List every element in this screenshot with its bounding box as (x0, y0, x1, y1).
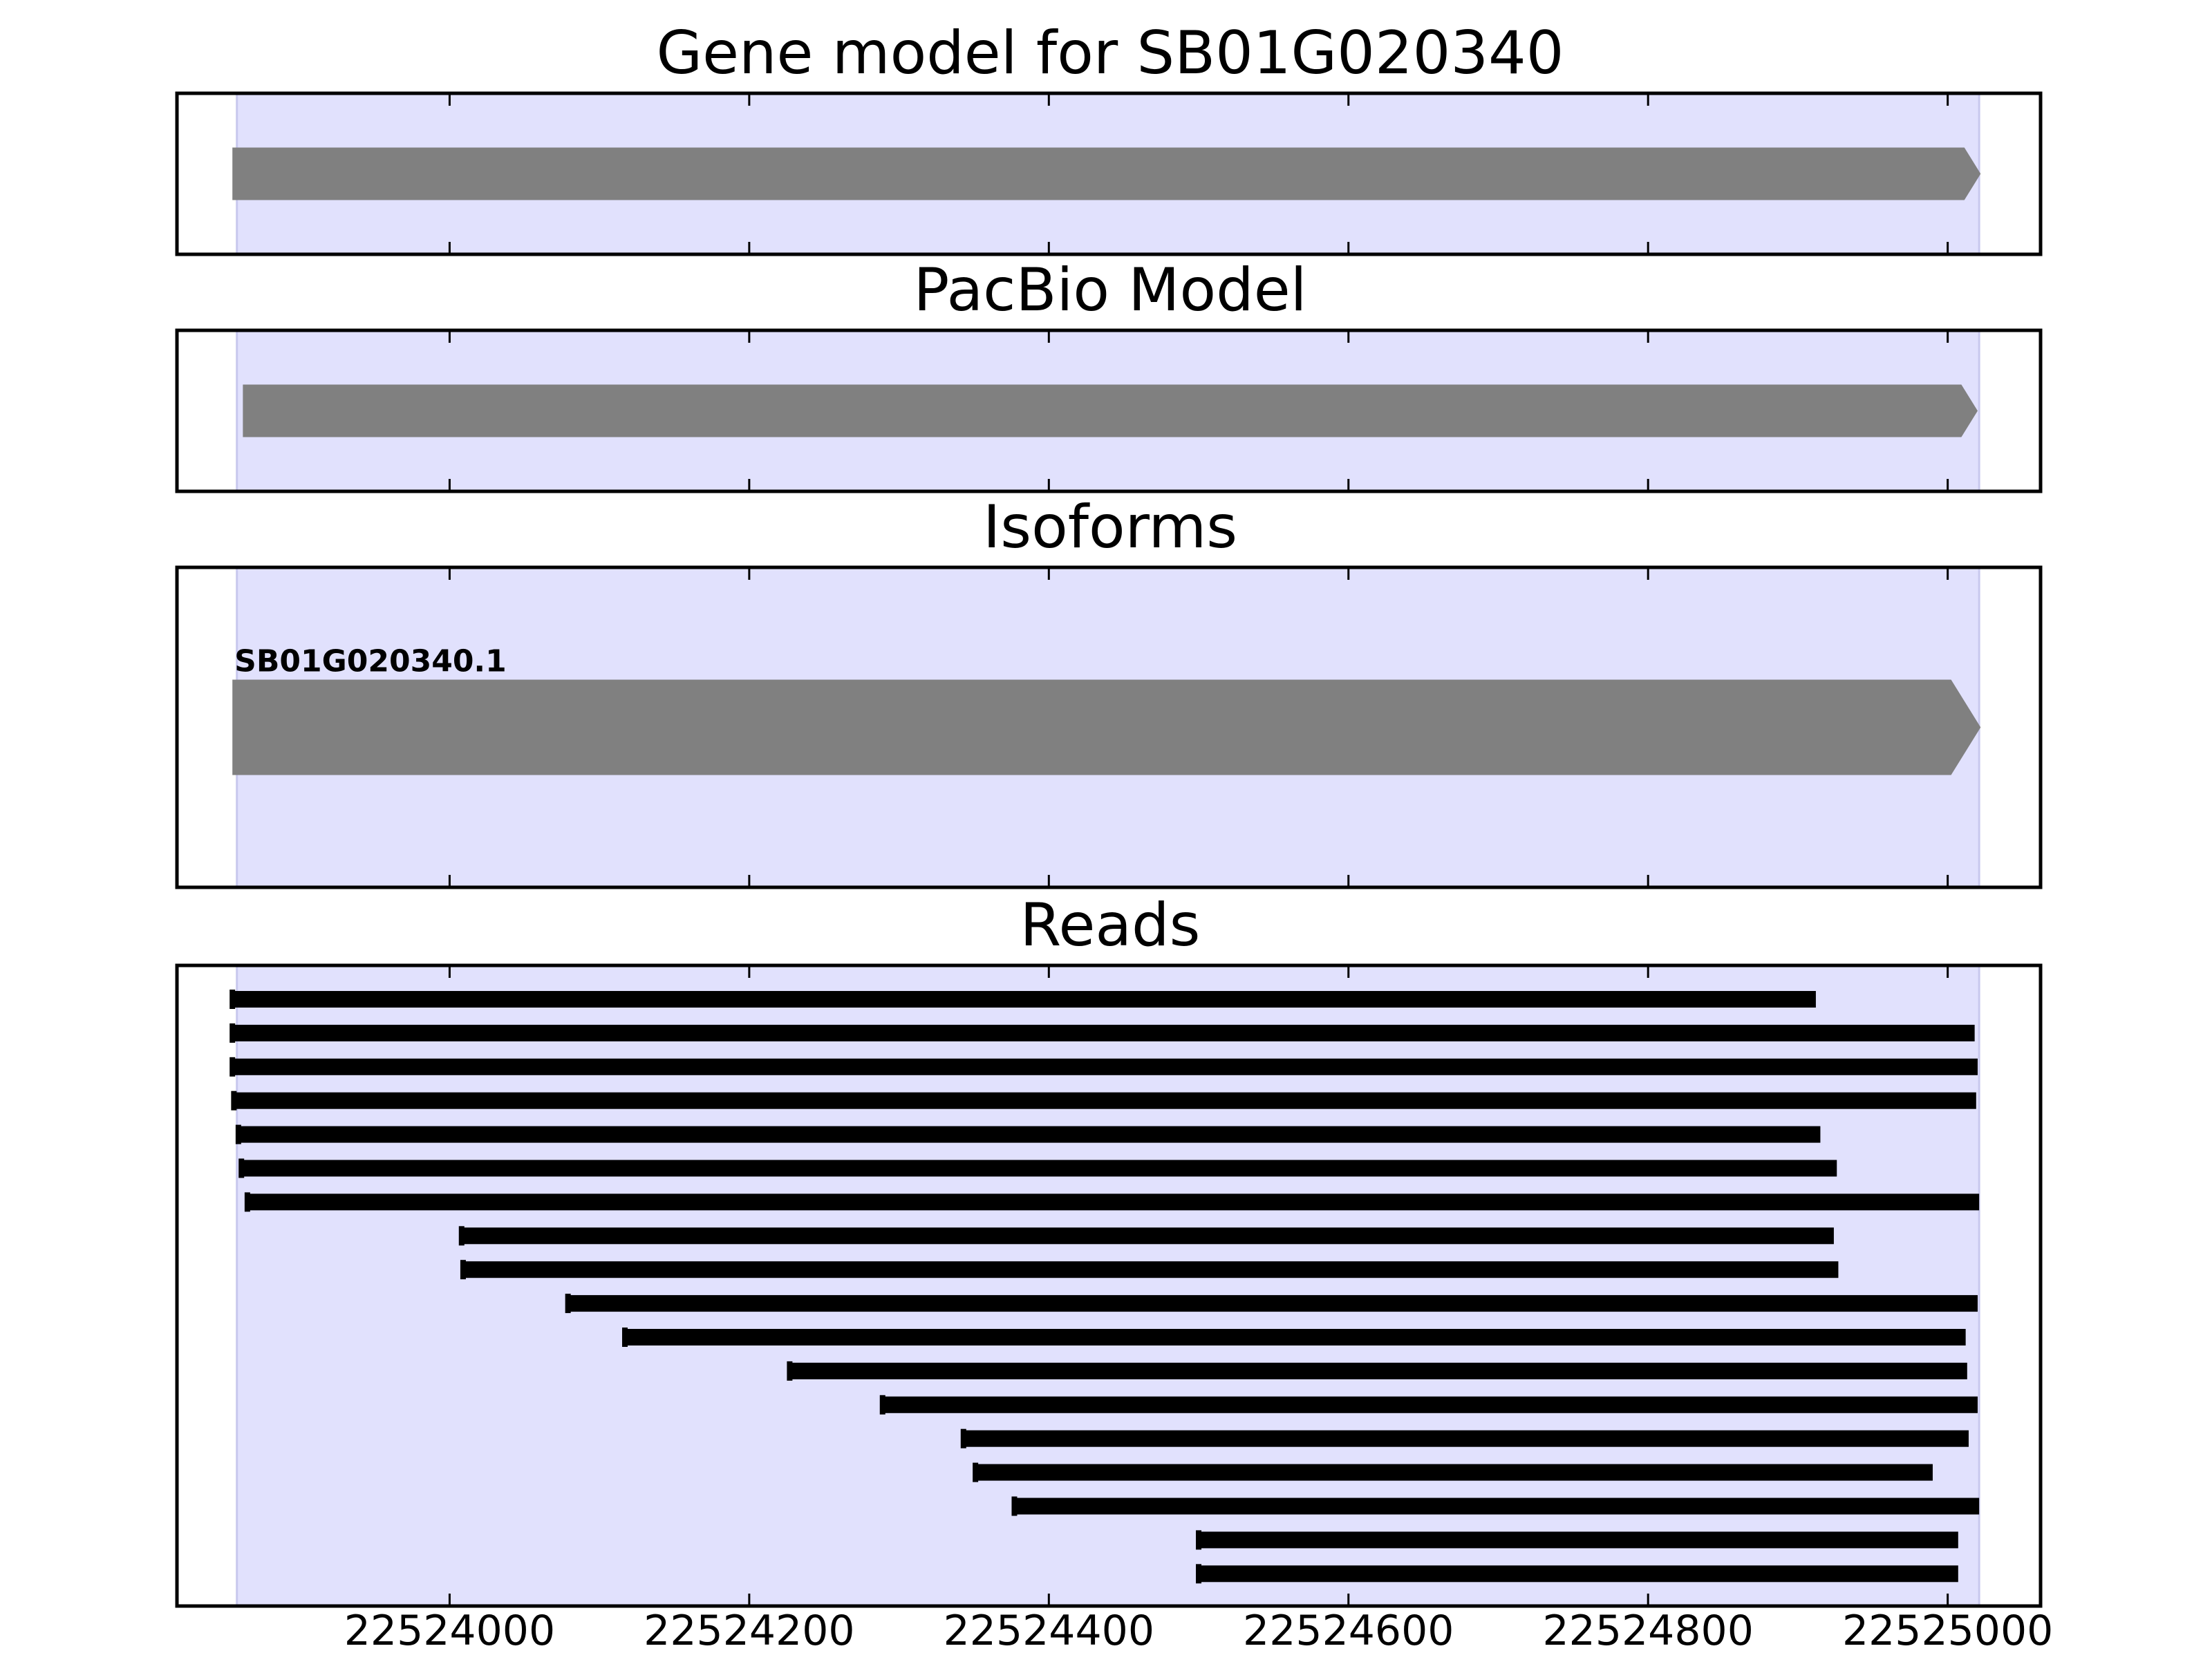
read-bar (461, 1227, 1834, 1245)
x-tick-label: 22524600 (1243, 1607, 1454, 1655)
read-bar (568, 1295, 1978, 1312)
read-bar (232, 1024, 1975, 1041)
read-bar (232, 991, 1816, 1008)
read-end-cap (565, 1294, 571, 1314)
panel-isoforms: Isoforms SB01G020340.1 (175, 493, 2043, 889)
read-end-cap (1011, 1496, 1018, 1516)
read-end-cap (621, 1328, 628, 1347)
feature-arrow (232, 147, 1981, 200)
read-end-cap (460, 1260, 466, 1280)
panel-frame (175, 91, 2043, 256)
read-end-cap (879, 1395, 885, 1415)
panel-frame (175, 963, 2043, 1608)
feature-arrow (232, 679, 1981, 775)
read-end-cap (235, 1124, 241, 1144)
x-tick-label: 22524400 (944, 1607, 1154, 1655)
read-bar (241, 1160, 1837, 1177)
read-end-cap (458, 1226, 465, 1246)
panel-title: Reads (1020, 891, 1201, 960)
read-bar (1199, 1565, 1958, 1583)
read-end-cap (229, 990, 236, 1009)
panel-pacbio: PacBio Model (175, 256, 2043, 493)
read-bar (232, 1058, 1978, 1075)
read-end-cap (229, 1057, 236, 1077)
read-end-cap (787, 1361, 793, 1381)
x-tick-label: 22524200 (644, 1607, 854, 1655)
panel-gene: Gene model for SB01G020340 (175, 19, 2043, 256)
x-tick-label: 22524800 (1542, 1607, 1753, 1655)
read-bar (247, 1193, 1980, 1211)
read-end-cap (960, 1428, 966, 1448)
read-bar (1199, 1531, 1958, 1549)
read-end-cap (973, 1462, 979, 1482)
read-bar (462, 1261, 1839, 1278)
read-end-cap (1196, 1530, 1202, 1550)
read-bar (975, 1464, 1933, 1481)
panel-reads: Reads (175, 891, 2043, 1608)
panel-frame (175, 328, 2043, 493)
x-axis: 22524000 22524200 22524400 22524600 22524800… (344, 1607, 2054, 1655)
read-end-cap (244, 1192, 250, 1212)
read-end-cap (231, 1090, 237, 1111)
read-end-cap (1196, 1564, 1202, 1584)
read-end-cap (229, 1023, 236, 1043)
read-bar (238, 1126, 1821, 1143)
read-bar (963, 1430, 1969, 1447)
read-bar (882, 1396, 1978, 1413)
panel-frame (175, 565, 2043, 889)
panel-title: Gene model for SB01G020340 (657, 19, 1564, 88)
x-tick-label: 22524000 (344, 1607, 555, 1655)
read-bar (624, 1329, 1966, 1345)
feature-arrow (243, 384, 1978, 437)
isoform-label: SB01G020340.1 (234, 644, 507, 679)
x-tick-label: 22525000 (1842, 1607, 2053, 1655)
read-end-cap (238, 1158, 245, 1178)
read-bar (789, 1362, 1967, 1379)
panel-title: PacBio Model (913, 256, 1306, 325)
read-bar (1014, 1498, 1980, 1515)
read-bar (234, 1092, 1976, 1109)
panel-title: Isoforms (983, 493, 1237, 562)
